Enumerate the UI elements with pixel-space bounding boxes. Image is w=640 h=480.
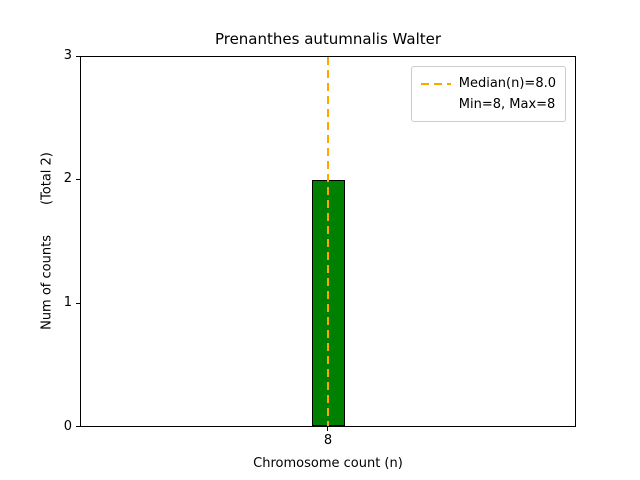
- ytick-label-3: 3: [63, 48, 72, 63]
- median-line: [327, 57, 329, 426]
- ytick-mark-2: [76, 179, 80, 180]
- xtick-label-8: 8: [323, 433, 333, 448]
- y-axis-total-label: (Total 2): [39, 152, 54, 206]
- legend-empty-handle: [421, 104, 451, 106]
- ytick-mark-1: [76, 303, 80, 304]
- x-axis-label: Chromosome count (n): [253, 456, 403, 471]
- y-axis-label-group: Num of counts (Total 2): [38, 56, 56, 427]
- legend: Median(n)=8.0 Min=8, Max=8: [410, 66, 566, 122]
- y-axis-label: Num of counts: [39, 235, 54, 330]
- xtick-mark-8: [327, 427, 328, 431]
- plot-area: Median(n)=8.0 Min=8, Max=8: [80, 56, 576, 427]
- ytick-mark-0: [76, 426, 80, 427]
- median-dashed-line-icon: [420, 82, 451, 85]
- ytick-label-2: 2: [63, 171, 72, 186]
- legend-minmax-label: Min=8, Max=8: [458, 97, 556, 112]
- ytick-label-0: 0: [63, 419, 72, 434]
- legend-row-median: Median(n)=8.0: [420, 73, 556, 94]
- chart-title: Prenanthes autumnalis Walter: [214, 30, 442, 48]
- ytick-label-1: 1: [63, 295, 72, 310]
- legend-median-label: Median(n)=8.0: [458, 76, 556, 91]
- ytick-mark-3: [76, 56, 80, 57]
- legend-row-minmax: Min=8, Max=8: [421, 94, 556, 115]
